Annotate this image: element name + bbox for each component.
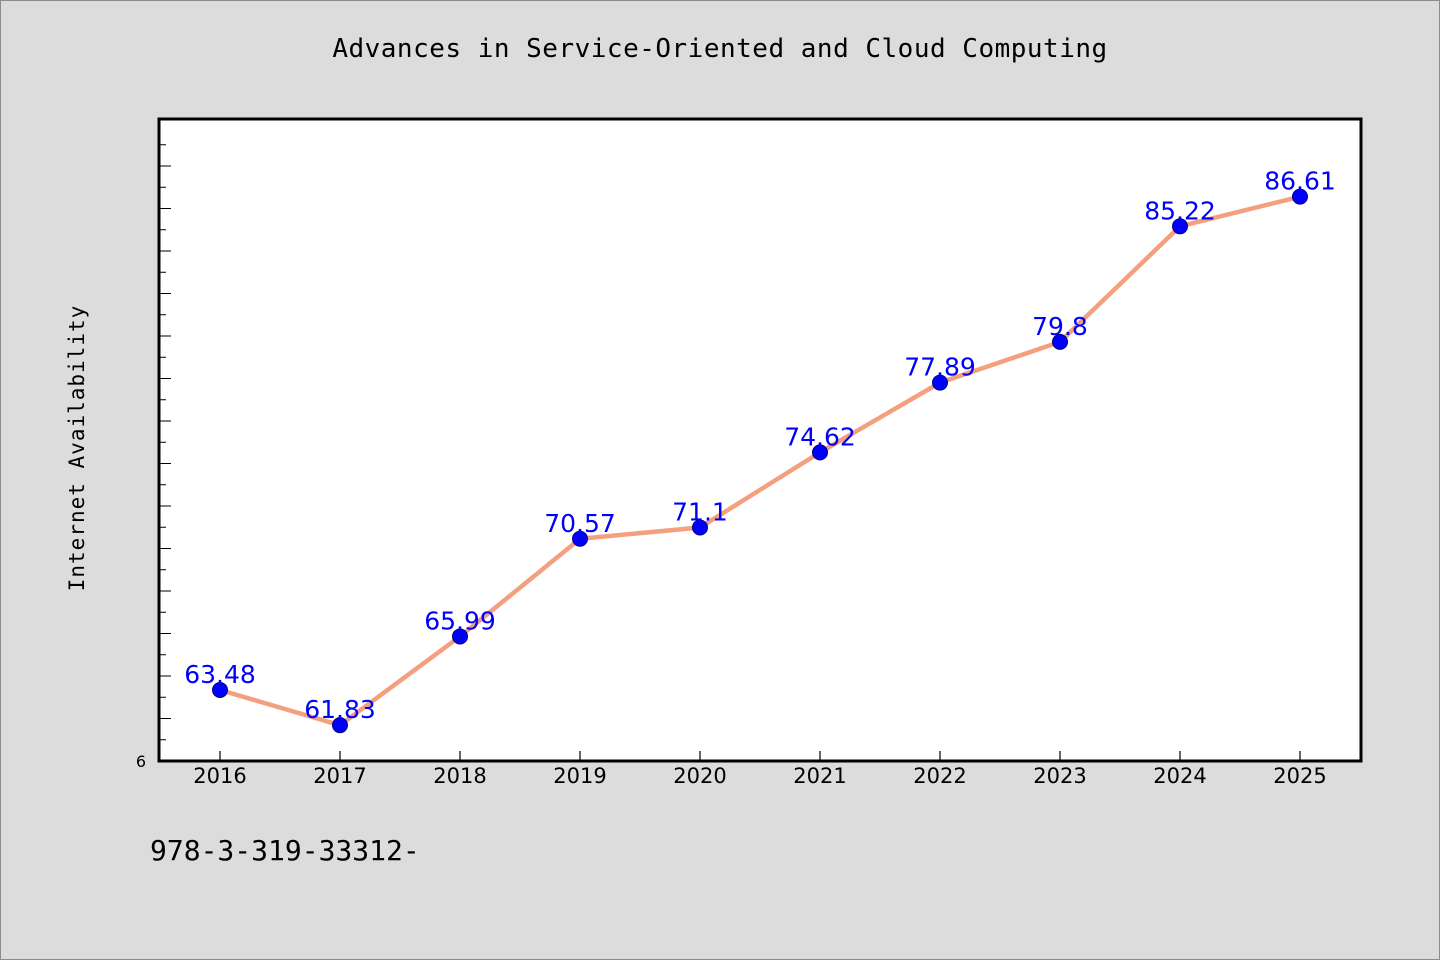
data-label: 85.22 xyxy=(1144,196,1216,225)
data-point xyxy=(1172,218,1188,235)
x-tick-label: 2022 xyxy=(913,764,966,788)
data-label: 74.62 xyxy=(784,422,856,451)
data-point xyxy=(812,444,828,461)
x-tick-label: 2016 xyxy=(193,764,246,788)
data-point xyxy=(692,519,708,536)
y-tick-label: 6 xyxy=(136,752,146,771)
x-tick-label: 2025 xyxy=(1273,764,1326,788)
x-tick-label: 2019 xyxy=(553,764,606,788)
data-label: 71.1 xyxy=(672,497,728,526)
x-tick-label: 2018 xyxy=(433,764,486,788)
data-point xyxy=(932,374,948,391)
data-label: 77.89 xyxy=(904,353,976,382)
data-point xyxy=(212,681,228,698)
data-point xyxy=(332,717,348,734)
data-point xyxy=(1052,333,1068,350)
x-tick-label: 2023 xyxy=(1033,764,1086,788)
chart-title: Advances in Service-Oriented and Cloud C… xyxy=(332,34,1108,64)
data-label: 61.83 xyxy=(304,695,376,724)
data-label: 86.61 xyxy=(1264,167,1336,196)
x-tick-label: 2021 xyxy=(793,764,846,788)
data-label: 65.99 xyxy=(424,606,496,635)
data-point xyxy=(572,530,588,547)
series-line xyxy=(217,194,1303,728)
data-label: 63.48 xyxy=(184,660,256,689)
data-label: 79.8 xyxy=(1032,312,1088,341)
data-label: 70.57 xyxy=(544,509,616,538)
x-tick-label: 2017 xyxy=(313,764,366,788)
plot-area xyxy=(157,117,1363,763)
x-tick-label: 2024 xyxy=(1153,764,1206,788)
data-point xyxy=(1292,188,1308,205)
data-point xyxy=(452,628,468,645)
x-tick-label: 2020 xyxy=(673,764,726,788)
footer-note: 978-3-319-33312- xyxy=(150,834,420,867)
